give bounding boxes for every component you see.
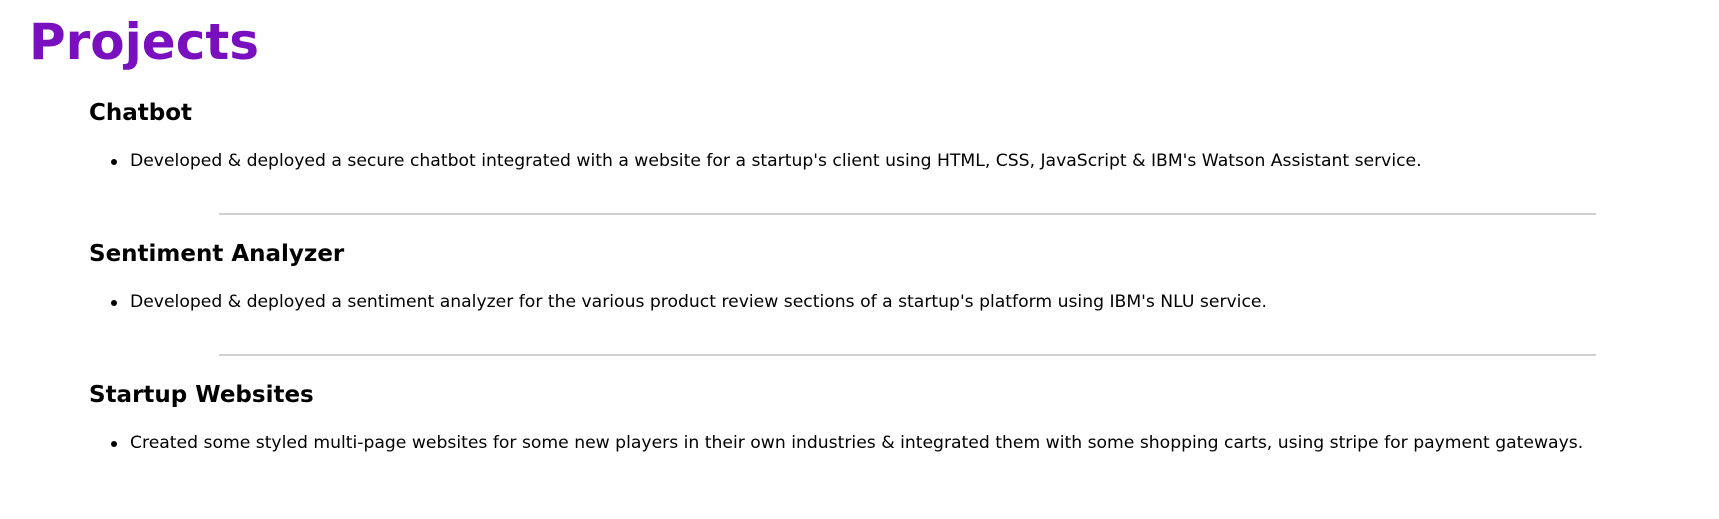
- list-item: Created some styled multi-page websites …: [89, 430, 1583, 456]
- project-description-list: Developed & deployed a secure chatbot in…: [89, 148, 1422, 174]
- project-title: Startup Websites: [89, 382, 314, 408]
- project-description-list: Developed & deployed a sentiment analyze…: [89, 289, 1267, 315]
- project-description: Developed & deployed a secure chatbot in…: [130, 151, 1422, 171]
- projects-list: Chatbot Developed & deployed a secure ch…: [89, 96, 1649, 519]
- list-item: Developed & deployed a sentiment analyze…: [89, 289, 1267, 315]
- project-description: Created some styled multi-page websites …: [130, 433, 1584, 453]
- project-description-list: Created some styled multi-page websites …: [89, 430, 1583, 456]
- project-description: Developed & deployed a sentiment analyze…: [130, 292, 1267, 312]
- project-sentiment-analyzer: Sentiment Analyzer Developed & deployed …: [89, 237, 1649, 378]
- project-title: Chatbot: [89, 100, 193, 126]
- divider: [219, 213, 1596, 215]
- project-title: Sentiment Analyzer: [89, 241, 345, 267]
- project-chatbot: Chatbot Developed & deployed a secure ch…: [89, 96, 1649, 237]
- divider: [219, 354, 1596, 356]
- project-startup-websites: Startup Websites Created some styled mul…: [89, 378, 1649, 519]
- page-title: Projects: [29, 13, 260, 71]
- bullet-icon: [111, 159, 117, 165]
- bullet-icon: [111, 300, 117, 306]
- list-item: Developed & deployed a secure chatbot in…: [89, 148, 1422, 174]
- bullet-icon: [111, 441, 117, 447]
